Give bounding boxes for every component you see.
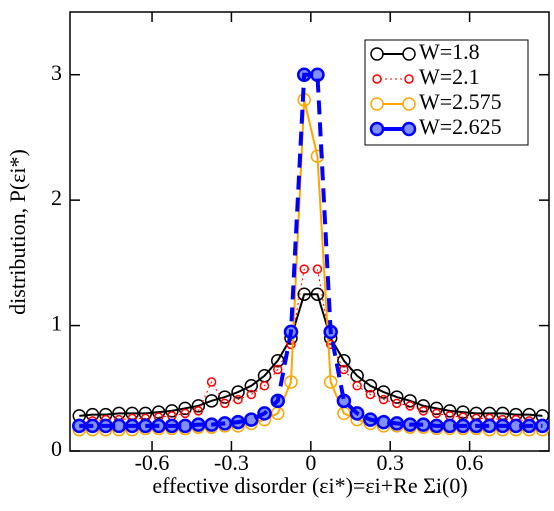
data-point <box>220 398 230 409</box>
series-line <box>79 72 543 428</box>
data-point <box>352 381 362 391</box>
data-point <box>403 394 417 408</box>
data-point <box>405 401 415 411</box>
data-point <box>180 408 190 419</box>
series-line <box>79 268 543 424</box>
legend-marker <box>402 47 416 61</box>
y-tick-label: 0 <box>51 436 62 461</box>
data-point <box>456 405 470 419</box>
legend-marker <box>401 121 417 137</box>
data-point <box>416 399 431 413</box>
data-point <box>390 390 404 404</box>
data-point <box>299 264 309 274</box>
legend-marker <box>370 97 384 111</box>
legend-marker <box>370 47 384 61</box>
legend-label: W=2.625 <box>419 114 502 139</box>
data-point <box>193 406 204 416</box>
data-point <box>233 394 243 405</box>
data-point <box>443 404 457 418</box>
data-point <box>337 353 351 368</box>
data-point <box>312 264 323 274</box>
y-tick-label: 2 <box>51 185 62 210</box>
x-tick-label: 0.3 <box>376 450 404 475</box>
y-tick-label: 3 <box>51 60 62 85</box>
series-line <box>79 99 543 431</box>
data-point <box>151 405 166 419</box>
x-tick-label: 0 <box>305 450 316 475</box>
legend-marker <box>402 97 416 111</box>
data-point <box>191 399 206 413</box>
legend-marker <box>404 74 414 84</box>
data-point <box>272 364 283 375</box>
data-point <box>297 287 311 301</box>
data-point <box>165 404 179 418</box>
x-axis-label: effective disorder (εi*)=εi+Re Σi(0) <box>152 473 467 498</box>
data-point <box>284 375 298 389</box>
data-point <box>418 406 429 416</box>
series-line <box>79 293 543 417</box>
data-point <box>231 385 245 399</box>
x-tick-label: 0.6 <box>456 450 484 475</box>
legend-label: W=1.8 <box>419 39 480 64</box>
data-point <box>178 401 192 416</box>
data-point <box>376 385 391 399</box>
legend-marker <box>369 121 385 137</box>
y-tick-label: 1 <box>51 311 62 336</box>
data-point <box>431 408 442 419</box>
x-tick-label: -0.3 <box>214 450 249 475</box>
data-point <box>204 394 219 408</box>
legend-label: W=2.1 <box>419 64 480 89</box>
data-point <box>363 379 378 393</box>
data-point <box>323 375 338 389</box>
data-point <box>365 389 376 400</box>
plot-frame <box>69 11 550 452</box>
data-point <box>310 287 325 301</box>
data-point <box>244 379 259 393</box>
data-point <box>378 394 389 405</box>
legend-marker <box>372 74 382 84</box>
data-point <box>392 398 402 409</box>
data-point <box>246 389 257 400</box>
data-point <box>206 377 217 387</box>
y-axis-label: distribution, P(εi*) <box>5 149 30 315</box>
data-point <box>429 401 444 416</box>
x-tick-label: -0.6 <box>135 450 170 475</box>
data-point <box>259 381 270 391</box>
legend-label: W=2.575 <box>419 89 502 114</box>
